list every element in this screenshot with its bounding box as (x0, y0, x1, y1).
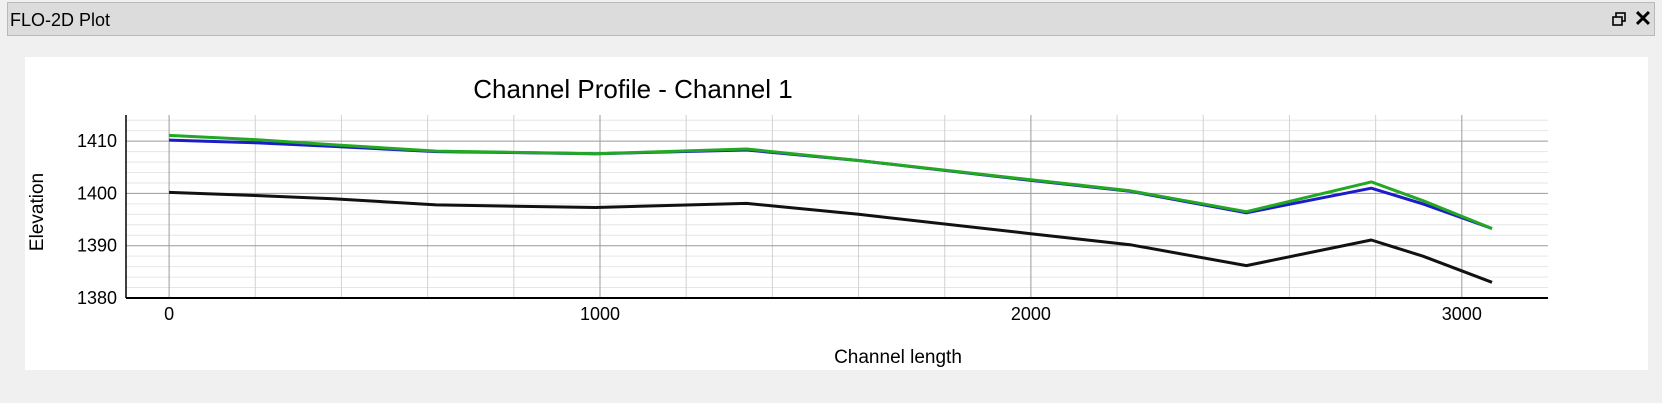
dock-title: FLO-2D Plot (10, 10, 111, 30)
series-line-3 (169, 133, 1493, 230)
series-line-2 (169, 138, 1493, 230)
tick-labels: 0 1000 2000 3000 1380 1390 1400 1410 (77, 131, 1482, 324)
y-tick-label: 1400 (77, 183, 117, 203)
y-axis-label: Elevation (27, 173, 48, 251)
minor-grid (126, 115, 1548, 298)
y-tick-label: 1390 (77, 236, 117, 256)
y-tick-label: 1410 (77, 131, 117, 151)
series-line-1 (169, 190, 1493, 284)
channel-profile-chart: 0 1000 2000 3000 1380 1390 1400 1410 Channel Pr… (27, 74, 1548, 368)
x-tick-label: 2000 (1011, 304, 1051, 324)
major-grid (126, 115, 1548, 299)
dock-title-bar[interactable]: FLO-2D Plot ✕ (7, 2, 1655, 36)
close-icon[interactable]: ✕ (1633, 6, 1653, 31)
series-layer (169, 133, 1493, 284)
axes (125, 115, 1548, 299)
y-tick-label: 1380 (77, 288, 117, 308)
plot-panel: 0 1000 2000 3000 1380 1390 1400 1410 Channel Pr… (25, 57, 1648, 370)
x-axis-label: Channel length (834, 347, 962, 368)
x-tick-label: 1000 (580, 304, 620, 324)
restore-window-icon[interactable] (1609, 9, 1629, 29)
x-tick-label: 3000 (1442, 304, 1482, 324)
chart-title: Channel Profile - Channel 1 (473, 74, 792, 104)
x-tick-label: 0 (164, 304, 174, 324)
